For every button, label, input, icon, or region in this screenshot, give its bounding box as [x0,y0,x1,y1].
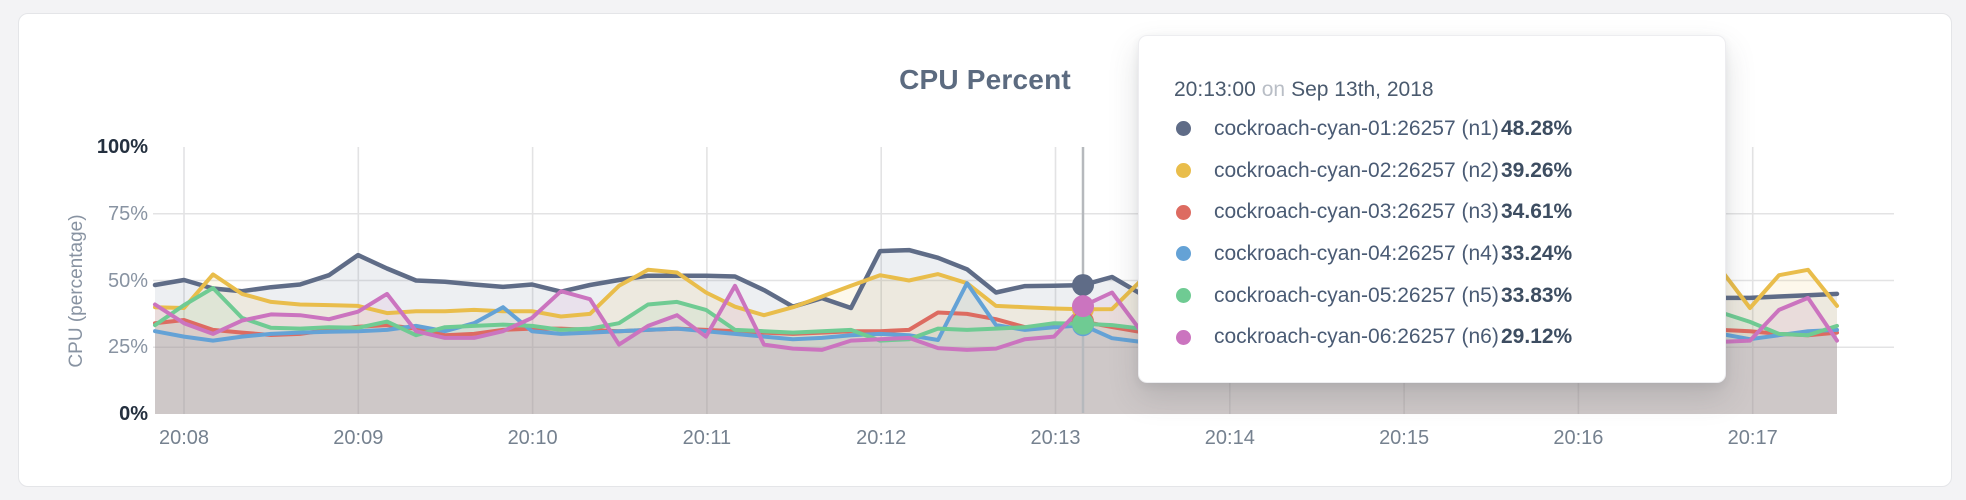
series-color-dot-icon [1176,246,1191,262]
tooltip-on-word: on [1261,78,1286,101]
x-tick-label: 20:08 [158,427,210,449]
hover-dot-n1 [1072,274,1094,297]
y-tick-label: 75% [107,202,148,225]
series-name: cockroach-cyan-05:26257 (n5) [1214,283,1499,307]
series-color-dot-icon [1176,288,1191,304]
hover-dot-n6 [1072,295,1094,318]
series-name: cockroach-cyan-04:26257 (n4) [1214,241,1499,265]
x-tick-label: 20:17 [1727,427,1778,449]
series-name: cockroach-cyan-01:26257 (n1) [1214,116,1499,140]
chart-title: CPU Percent [899,64,1071,95]
tooltip-legend: cockroach-cyan-01:26257 (n1) 48.28% cockro… [1139,108,1725,358]
tooltip-date: Sep 13th, 2018 [1291,78,1434,101]
hover-dot-n5 [1072,312,1094,335]
series-name: cockroach-cyan-02:26257 (n2) [1214,158,1499,182]
y-tick-label: 100% [96,136,148,158]
x-tick-label: 20:12 [856,427,907,449]
series-value: 48.28% [1501,116,1573,140]
hover-tooltip: 20:13:00 on Sep 13th, 2018 cockroach-cyan-… [1138,35,1726,383]
series-name: cockroach-cyan-06:26257 (n6) [1214,325,1499,349]
x-tick-label: 20:13 [1030,427,1081,449]
series-color-dot-icon [1176,121,1191,137]
x-tick-label: 20:14 [1204,427,1255,449]
series-value: 39.26% [1501,158,1573,182]
tooltip-row: cockroach-cyan-04:26257 (n4) 33.24% [1139,233,1725,275]
x-tick-label: 20:11 [682,427,732,449]
y-tick-label: 0% [119,403,148,425]
series-color-dot-icon [1176,163,1191,179]
series-color-dot-icon [1176,329,1191,345]
series-color-dot-icon [1176,204,1191,220]
tooltip-timestamp: 20:13:00 on Sep 13th, 2018 [1174,78,1434,102]
series-name: cockroach-cyan-03:26257 (n3) [1214,200,1499,224]
tooltip-row: cockroach-cyan-02:26257 (n2) 39.26% [1139,150,1725,192]
tooltip-row: cockroach-cyan-01:26257 (n1) 48.28% [1139,108,1725,150]
x-tick-label: 20:15 [1379,427,1430,449]
tooltip-row: cockroach-cyan-06:26257 (n6) 29.12% [1139,316,1725,358]
series-value: 33.83% [1501,283,1573,307]
tooltip-row: cockroach-cyan-03:26257 (n3) 34.61% [1139,191,1725,233]
series-value: 34.61% [1501,200,1573,224]
tooltip-row: cockroach-cyan-05:26257 (n5) 33.83% [1139,275,1725,317]
tooltip-time: 20:13:00 [1174,78,1256,101]
x-tick-label: 20:10 [507,427,558,449]
y-tick-label: 25% [107,336,148,359]
x-tick-label: 20:09 [333,427,384,449]
y-tick-label: 50% [107,269,148,292]
series-value: 29.12% [1501,325,1573,349]
x-tick-label: 20:16 [1553,427,1604,449]
series-value: 33.24% [1501,241,1573,265]
